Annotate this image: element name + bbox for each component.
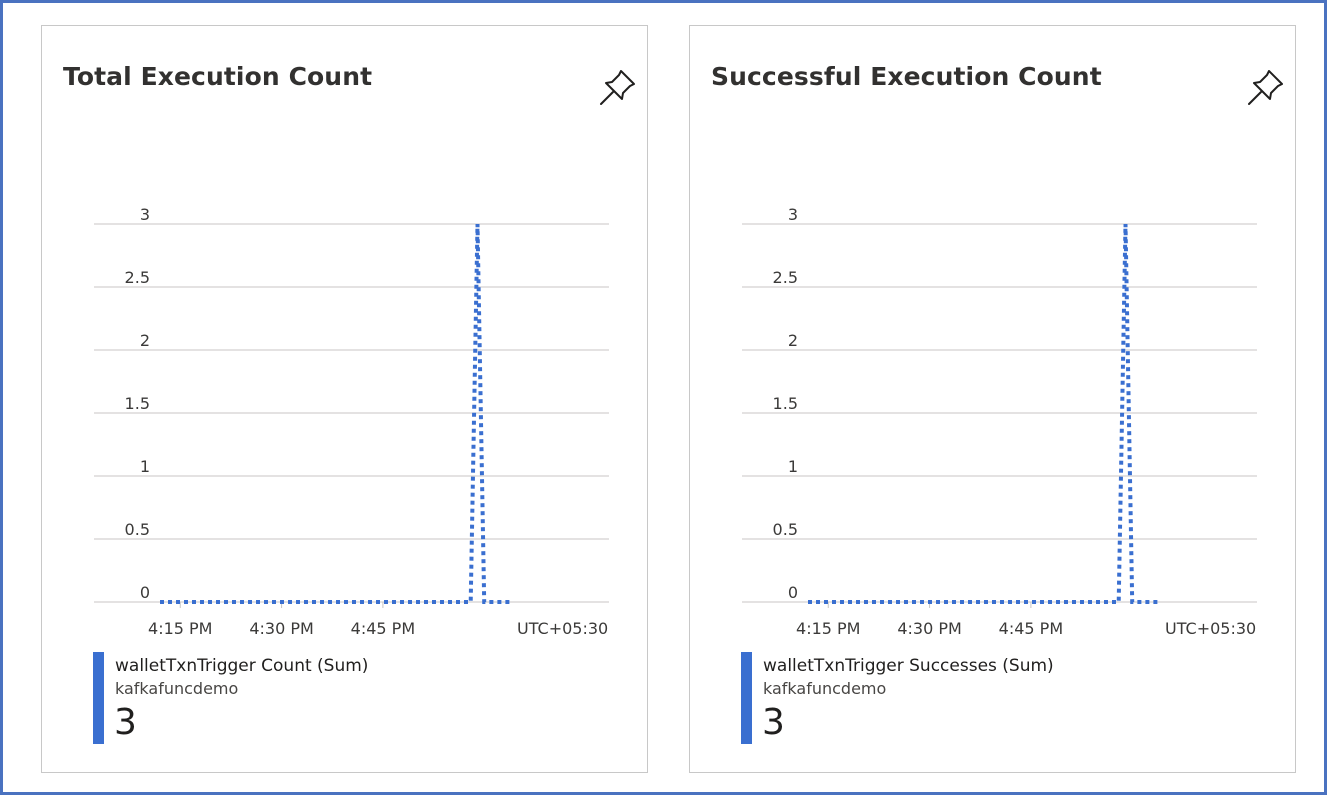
x-tick-label: 4:45 PM — [351, 619, 415, 638]
data-point — [1125, 224, 1126, 225]
chart-legend[interactable]: walletTxnTrigger Successes (Sum) kafkafu… — [741, 652, 1241, 744]
data-point — [477, 224, 478, 225]
y-tick-label: 0 — [140, 583, 150, 602]
data-point — [470, 602, 471, 603]
y-tick-label: 0.5 — [125, 520, 150, 539]
data-point — [160, 602, 161, 603]
legend-total-value: 3 — [114, 702, 137, 743]
data-point — [1159, 602, 1160, 603]
data-point — [511, 602, 512, 603]
x-tick-label: 4:45 PM — [999, 619, 1063, 638]
line-chart: 0 0.5 1 1.5 2 2.5 3 4:15 PM 4:30 PM 4:45 PM UTC+05… — [742, 205, 1257, 638]
data-point — [1132, 602, 1133, 603]
data-point — [484, 602, 485, 603]
timezone-label: UTC+05:30 — [517, 619, 608, 638]
x-tick-label: 4:15 PM — [148, 619, 212, 638]
y-tick-label: 1 — [140, 457, 150, 476]
x-tick-label: 4:15 PM — [796, 619, 860, 638]
pin-to-dashboard-button[interactable] — [1243, 66, 1287, 110]
y-tick-label: 2 — [788, 331, 798, 350]
y-tick-label: 1 — [788, 457, 798, 476]
legend-series-name: walletTxnTrigger Count (Sum) — [115, 656, 369, 676]
y-tick-label: 0.5 — [773, 520, 798, 539]
chart-card-total-execution-count: Total Execution Count 0 0.5 1 1.5 2 2.5 3 4:15 … — [41, 25, 648, 773]
legend-resource-name: kafkafuncdemo — [115, 679, 239, 698]
chart-card-successful-execution-count: Successful Execution Count 0 0.5 1 1.5 2 2.5 3… — [689, 25, 1296, 773]
card-title: Successful Execution Count — [711, 62, 1102, 91]
data-point — [808, 602, 809, 603]
timezone-label: UTC+05:30 — [1165, 619, 1256, 638]
y-tick-label: 1.5 — [125, 394, 150, 413]
card-title: Total Execution Count — [63, 62, 373, 91]
line-chart: 0 0.5 1 1.5 2 2.5 3 4:15 PM 4:30 PM 4:45 PM UTC+05… — [94, 205, 609, 638]
x-tick-label: 4:30 PM — [897, 619, 961, 638]
y-tick-label: 1.5 — [773, 394, 798, 413]
legend-resource-name: kafkafuncdemo — [763, 679, 887, 698]
legend-color-swatch — [741, 652, 752, 744]
pin-icon — [600, 70, 635, 105]
y-tick-label: 2.5 — [773, 268, 798, 287]
y-tick-label: 3 — [140, 205, 150, 224]
y-tick-label: 2.5 — [125, 268, 150, 287]
data-point — [1118, 602, 1119, 603]
series-line — [160, 223, 512, 604]
legend-total-value: 3 — [762, 702, 785, 743]
series-line — [808, 223, 1160, 604]
legend-series-name: walletTxnTrigger Successes (Sum) — [763, 656, 1054, 676]
x-tick-label: 4:30 PM — [249, 619, 313, 638]
y-tick-label: 0 — [788, 583, 798, 602]
pin-icon — [1248, 70, 1283, 105]
y-tick-label: 3 — [788, 205, 798, 224]
chart-legend[interactable]: walletTxnTrigger Count (Sum) kafkafuncde… — [93, 652, 593, 744]
pin-to-dashboard-button[interactable] — [595, 66, 639, 110]
y-tick-label: 2 — [140, 331, 150, 350]
legend-color-swatch — [93, 652, 104, 744]
